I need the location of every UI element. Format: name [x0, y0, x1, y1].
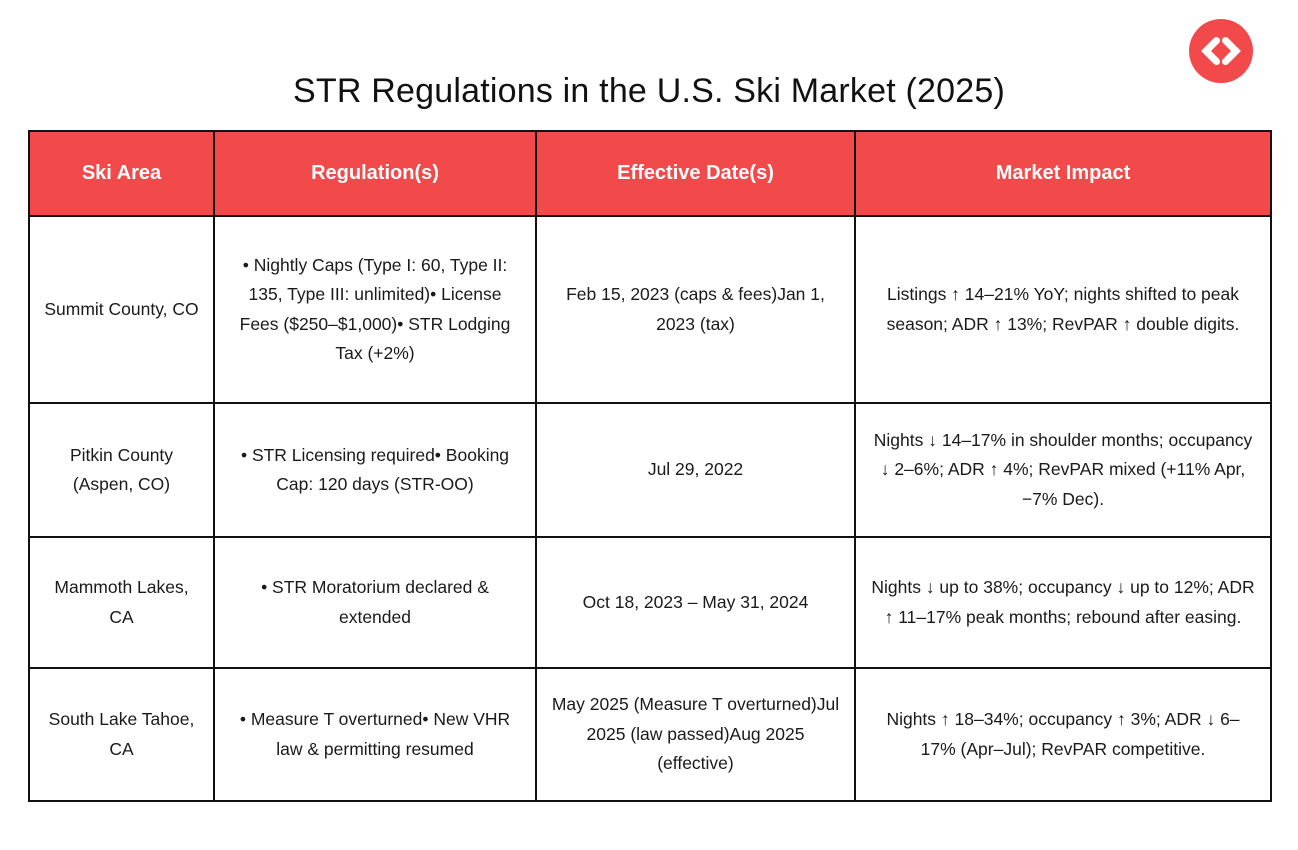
- cell-market-impact: Nights ↑ 18–34%; occupancy ↑ 3%; ADR ↓ 6…: [854, 667, 1272, 802]
- cell-effective-dates: Oct 18, 2023 – May 31, 2024: [535, 536, 856, 669]
- page-title: STR Regulations in the U.S. Ski Market (…: [293, 72, 1005, 110]
- cell-ski-area: South Lake Tahoe, CA: [28, 667, 215, 802]
- cell-effective-dates: Feb 15, 2023 (caps & fees)Jan 1, 2023 (t…: [535, 215, 856, 404]
- table-header-row: Ski Area Regulation(s) Effective Date(s)…: [28, 130, 1272, 217]
- cell-regulations: • Measure T overturned• New VHR law & pe…: [213, 667, 537, 802]
- cell-market-impact: Listings ↑ 14–21% YoY; nights shifted to…: [854, 215, 1272, 404]
- cell-market-impact: Nights ↓ 14–17% in shoulder months; occu…: [854, 402, 1272, 538]
- cell-ski-area: Pitkin County (Aspen, CO): [28, 402, 215, 538]
- cell-regulations: • STR Moratorium declared & extended: [213, 536, 537, 669]
- cell-regulations: • STR Licensing required• Booking Cap: 1…: [213, 402, 537, 538]
- column-header-ski-area: Ski Area: [28, 130, 215, 217]
- code-brackets-icon: [1189, 19, 1253, 83]
- table-row: Mammoth Lakes, CA • STR Moratorium decla…: [28, 536, 1272, 669]
- table-row: South Lake Tahoe, CA • Measure T overtur…: [28, 667, 1272, 802]
- column-header-regulations: Regulation(s): [213, 130, 537, 217]
- column-header-market-impact: Market Impact: [854, 130, 1272, 217]
- table-row: Pitkin County (Aspen, CO) • STR Licensin…: [28, 402, 1272, 538]
- table-row: Summit County, CO • Nightly Caps (Type I…: [28, 215, 1272, 404]
- cell-effective-dates: May 2025 (Measure T overturned)Jul 2025 …: [535, 667, 856, 802]
- cell-regulations: • Nightly Caps (Type I: 60, Type II: 135…: [213, 215, 537, 404]
- cell-effective-dates: Jul 29, 2022: [535, 402, 856, 538]
- cell-ski-area: Mammoth Lakes, CA: [28, 536, 215, 669]
- str-regulations-table: Ski Area Regulation(s) Effective Date(s)…: [28, 130, 1272, 802]
- cell-ski-area: Summit County, CO: [28, 215, 215, 404]
- logo: [1189, 19, 1253, 83]
- cell-market-impact: Nights ↓ up to 38%; occupancy ↓ up to 12…: [854, 536, 1272, 669]
- column-header-effective-dates: Effective Date(s): [535, 130, 856, 217]
